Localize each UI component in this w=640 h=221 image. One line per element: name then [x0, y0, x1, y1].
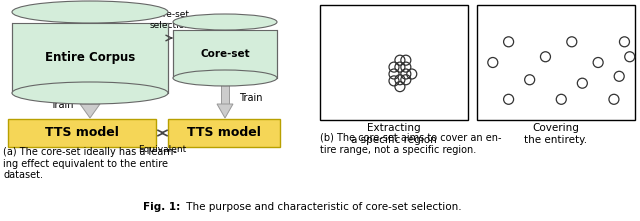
Ellipse shape: [12, 1, 168, 23]
Polygon shape: [217, 104, 233, 118]
Text: Extracting
a specific region: Extracting a specific region: [351, 123, 437, 145]
Text: The purpose and characteristic of core-set selection.: The purpose and characteristic of core-s…: [183, 202, 461, 212]
Text: Covering
the entirety.: Covering the entirety.: [524, 123, 588, 145]
Bar: [221, 78, 229, 104]
Ellipse shape: [173, 70, 277, 86]
Text: TTS model: TTS model: [45, 126, 119, 139]
Ellipse shape: [12, 82, 168, 104]
Polygon shape: [80, 104, 100, 118]
Text: Train: Train: [239, 93, 263, 103]
Text: TTS model: TTS model: [187, 126, 261, 139]
Bar: [477, 5, 635, 120]
Bar: [84, 93, 95, 104]
Bar: [8, 119, 156, 147]
Text: Fig. 1:: Fig. 1:: [143, 202, 180, 212]
Text: Equivalent: Equivalent: [138, 145, 186, 154]
Ellipse shape: [173, 14, 277, 30]
Text: Core-set: Core-set: [200, 49, 250, 59]
Text: Entire Corpus: Entire Corpus: [45, 51, 135, 65]
Text: Core-set
selection: Core-set selection: [150, 10, 191, 30]
Text: Train: Train: [51, 101, 74, 110]
Bar: [12, 23, 168, 93]
Text: (a) The core-set ideally has a learn-
ing effect equivalent to the entire
datase: (a) The core-set ideally has a learn- in…: [3, 147, 177, 180]
Bar: [168, 119, 280, 147]
Bar: [173, 30, 277, 78]
Bar: [320, 5, 468, 120]
Text: (b) The core-set aims to cover an en-
tire range, not a specific region.: (b) The core-set aims to cover an en- ti…: [320, 133, 502, 155]
